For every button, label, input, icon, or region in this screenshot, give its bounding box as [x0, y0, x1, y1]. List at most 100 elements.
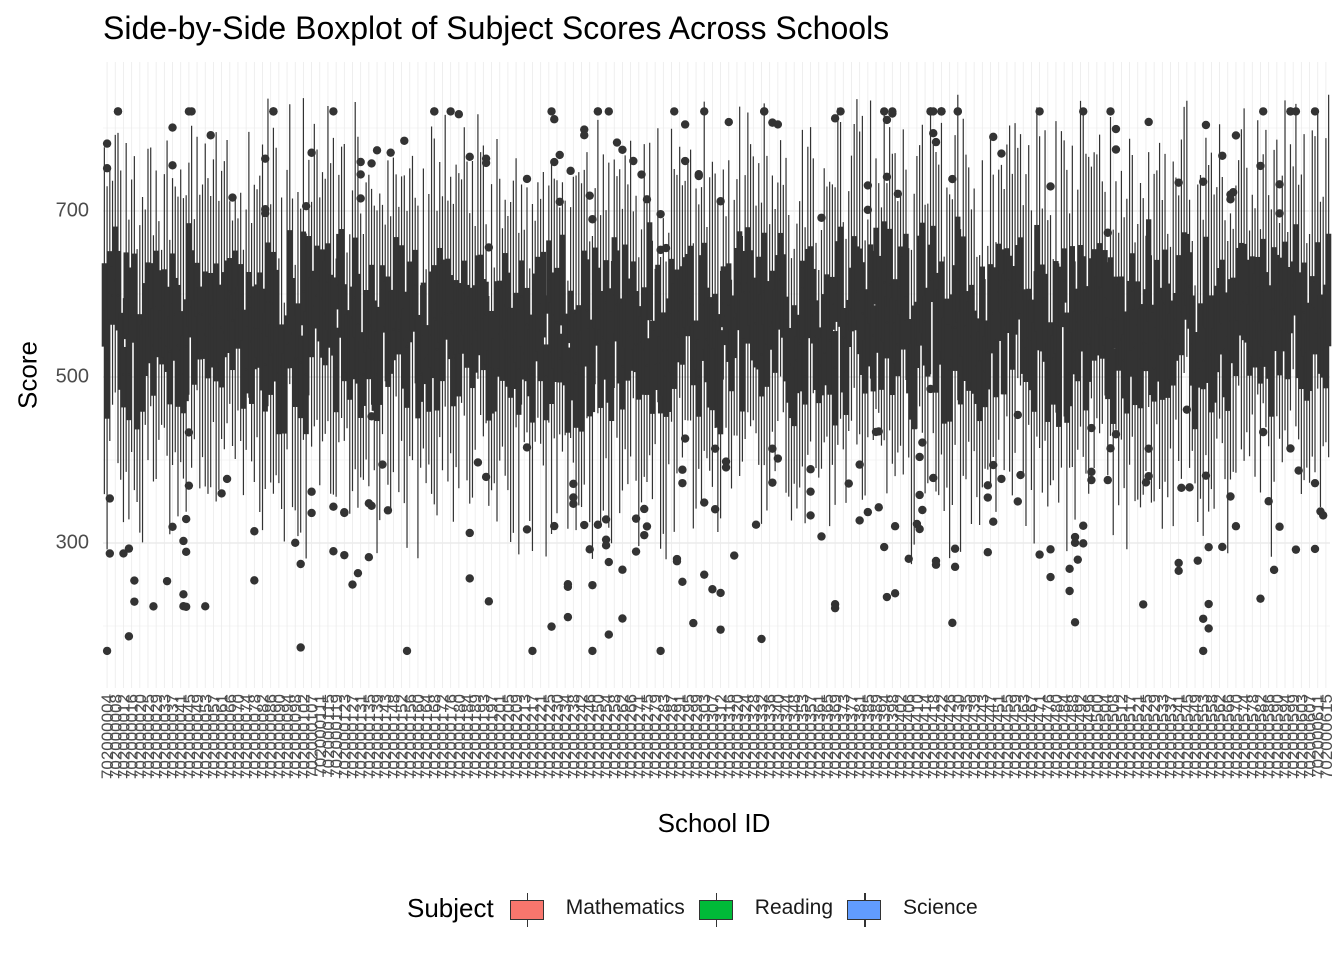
boxplot-outlier — [721, 457, 731, 466]
boxplot-outlier — [1106, 107, 1115, 116]
boxplot-outlier — [1310, 107, 1320, 116]
school-boxplot-group — [1058, 131, 1070, 552]
boxplot-box — [398, 245, 405, 319]
boxplot-outlier — [1079, 539, 1088, 548]
boxplot-outlier — [855, 516, 864, 525]
boxplot-box — [1129, 253, 1135, 351]
x-tick-label: 702000377 — [842, 694, 861, 779]
x-tick-label: 702000123 — [335, 694, 354, 779]
boxplot-box — [938, 261, 945, 352]
legend-item-reading: Reading — [698, 893, 833, 927]
boxplot-box — [886, 228, 893, 308]
boxplot-box — [1159, 300, 1165, 400]
school-boxplot-group — [216, 161, 227, 498]
boxplot-box — [298, 335, 304, 419]
boxplot-outlier — [1218, 542, 1227, 552]
boxplot-outlier — [329, 547, 338, 556]
boxplot-box — [1096, 243, 1103, 325]
legend-label-science: Science — [903, 896, 978, 919]
boxplot-outlier — [656, 646, 665, 656]
school-boxplot-group — [1001, 125, 1013, 472]
boxplot-outlier — [1264, 497, 1273, 506]
school-boxplot-group — [461, 127, 474, 583]
boxplot-outlier — [1103, 475, 1112, 485]
school-boxplot-group — [608, 138, 622, 544]
school-boxplot-group — [788, 223, 800, 521]
boxplot-box — [1042, 273, 1048, 362]
boxplot-box — [1107, 257, 1114, 359]
school-boxplot-group — [347, 101, 358, 589]
boxplot-outlier — [661, 243, 671, 253]
boxplot-box — [537, 303, 544, 382]
x-tick-label: 702000049 — [188, 694, 207, 779]
boxplot-box — [426, 331, 432, 412]
school-boxplot-group — [566, 166, 579, 531]
x-tick-label: 702000074 — [237, 694, 256, 779]
boxplot-outlier — [863, 507, 873, 517]
boxplot-outlier — [1174, 178, 1183, 187]
boxplot-outlier — [1275, 180, 1284, 189]
boxplot-outlier — [473, 458, 483, 467]
boxplot-outlier — [250, 527, 259, 536]
boxplot-outlier — [378, 460, 387, 469]
boxplot-box — [1268, 309, 1275, 417]
x-tick-label: 702000168 — [425, 694, 444, 779]
boxplot-box — [1146, 219, 1152, 322]
boxplot-box — [188, 250, 195, 338]
x-tick-label: 702000316 — [720, 694, 739, 779]
boxplot-outlier — [465, 574, 474, 583]
boxplot-outlier — [1226, 195, 1235, 204]
boxplot-outlier — [929, 107, 938, 116]
boxplot-outlier — [724, 117, 733, 127]
boxplot-outlier — [629, 156, 638, 166]
boxplot-outlier — [915, 490, 924, 500]
school-boxplot-group — [1139, 117, 1153, 609]
x-tick-label: 702000143 — [376, 694, 395, 779]
school-boxplot-group — [656, 209, 671, 656]
boxplot-outlier — [383, 506, 393, 515]
x-tick-label: 702000209 — [507, 694, 526, 779]
boxplot-outlier — [1231, 522, 1241, 531]
x-tick-label: 702000115 — [319, 694, 338, 778]
boxplot-box — [1200, 326, 1206, 390]
boxplot-box — [303, 311, 309, 435]
boxplot-box — [608, 311, 615, 422]
boxplot-box — [262, 312, 268, 412]
boxplot-outlier — [915, 452, 924, 462]
boxplot-outlier — [721, 463, 731, 472]
boxplot-box — [148, 263, 154, 337]
school-boxplot-group — [353, 136, 367, 578]
boxplot-box — [1186, 252, 1193, 329]
boxplot-box — [1255, 256, 1261, 339]
x-tick-label: 702000262 — [613, 694, 632, 779]
boxplot-box — [483, 281, 489, 365]
x-tick-label: 702000336 — [761, 694, 780, 779]
boxplot-outlier — [550, 115, 559, 124]
school-boxplot-group — [911, 145, 924, 545]
boxplot-outlier — [301, 201, 311, 211]
boxplot-box — [589, 319, 596, 413]
legend-item-science: Science — [847, 893, 978, 927]
x-tick-label: 702000189 — [466, 694, 485, 779]
boxplot-outlier — [678, 478, 687, 488]
boxplot-outlier — [481, 472, 491, 482]
x-tick-label: 702000492 — [1072, 694, 1091, 779]
boxplot-outlier — [547, 107, 556, 116]
school-boxplot-group — [118, 143, 129, 558]
boxplot-box — [404, 291, 410, 408]
boxplot-outlier — [989, 460, 998, 470]
x-tick-label: 702000135 — [360, 694, 379, 779]
x-tick-label: 702000344 — [777, 694, 796, 779]
boxplot-outlier — [730, 551, 739, 560]
x-tick-label: 702000176 — [442, 694, 461, 779]
boxplot-box — [709, 304, 716, 411]
boxplot-outlier — [830, 114, 840, 123]
x-tick-label: 702000008 — [106, 694, 125, 779]
school-boxplot-group — [1106, 107, 1121, 536]
boxplot-outlier — [356, 170, 365, 179]
x-tick-label: 702000213 — [515, 694, 534, 779]
boxplot-box — [434, 320, 440, 411]
x-tick-label: 702000025 — [139, 694, 158, 779]
boxplot-outlier — [1318, 511, 1328, 520]
boxplot-outlier — [694, 170, 703, 179]
